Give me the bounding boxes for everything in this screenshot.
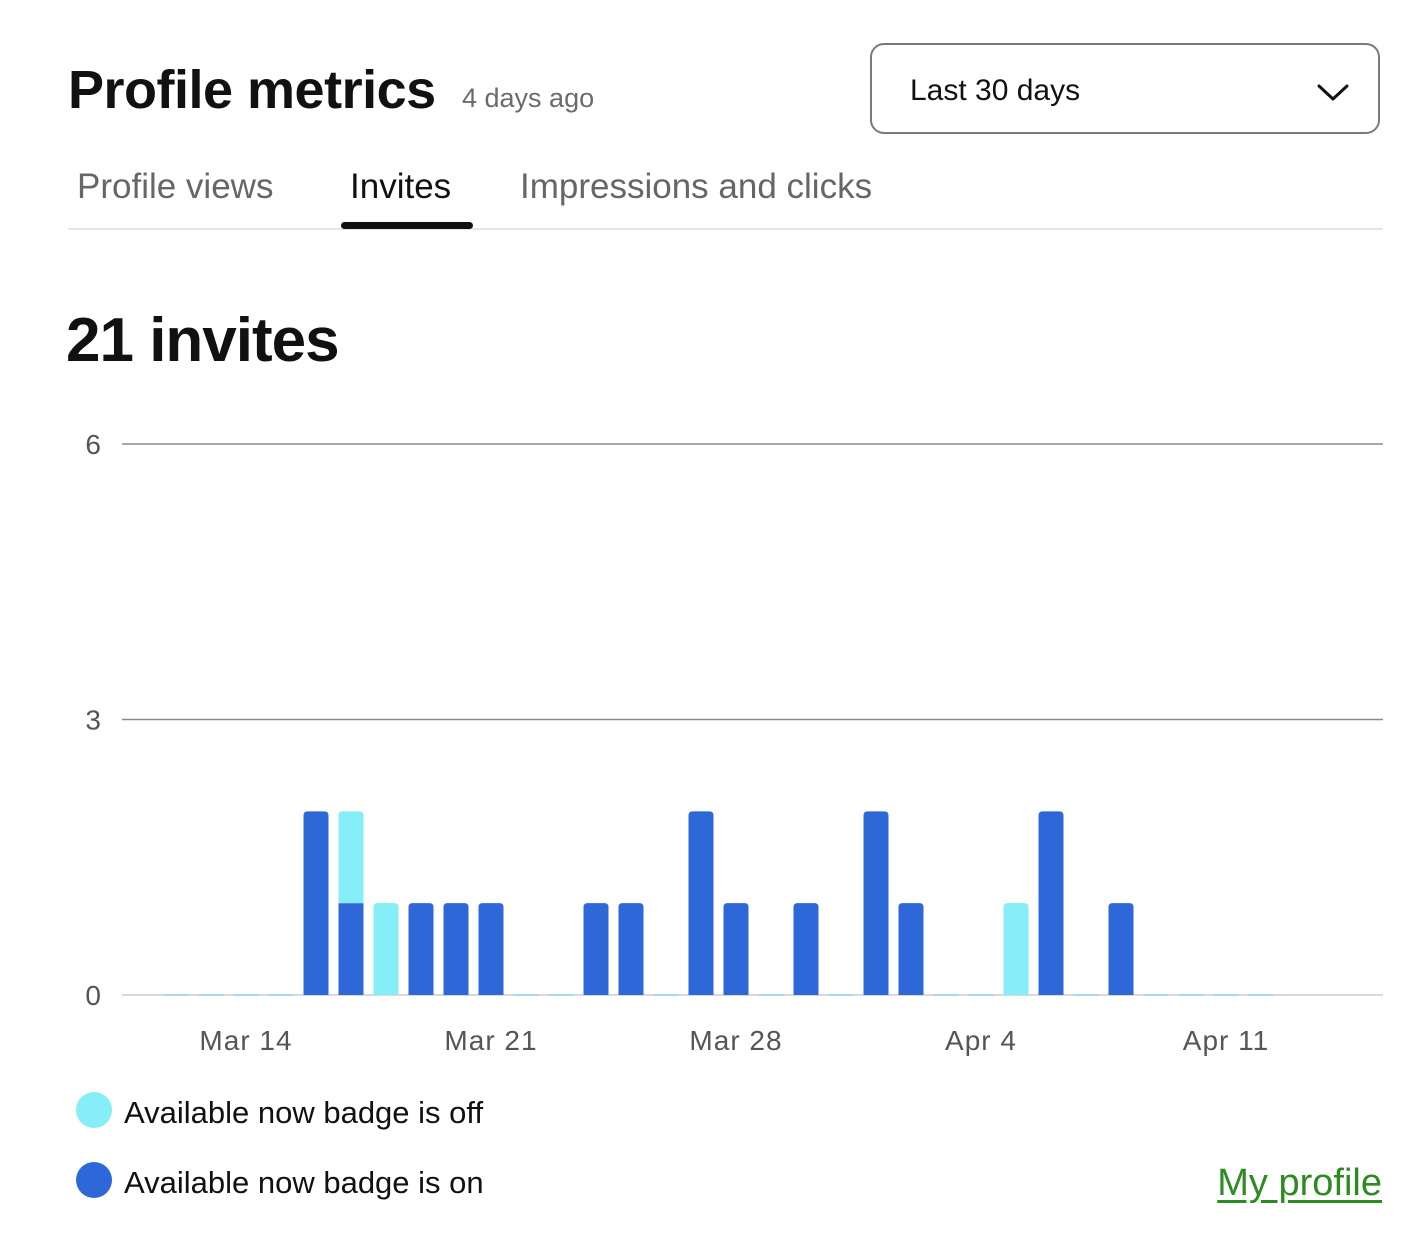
bar-badge-on-25 (1038, 811, 1064, 995)
bar-badge-off-6 (373, 903, 399, 995)
bar-badge-on-9 (478, 903, 504, 995)
bar-badge-on-21 (898, 903, 924, 995)
invites-bar-chart: 0 3 6 Mar 14 Mar 21 Mar 28 Apr 4 Apr 11 (85, 429, 1383, 1056)
bar-badge-on-13 (618, 903, 644, 995)
bar-badge-on-15 (688, 811, 714, 995)
bar-badge-on-7 (408, 903, 434, 995)
bar-badge-on-12 (583, 903, 609, 995)
page-title: Profile metrics (68, 60, 436, 120)
my-profile-link[interactable]: My profile (1217, 1162, 1382, 1204)
tab-profile-views[interactable]: Profile views (77, 167, 274, 206)
invites-total: 21 invites (66, 306, 340, 375)
last-updated-text: 4 days ago (462, 83, 595, 113)
y-tick-label-0: 0 (85, 980, 101, 1011)
y-tick-label-3: 3 (85, 705, 101, 736)
legend-label-badge-off: Available now badge is off (124, 1095, 484, 1130)
bar-badge-on-8 (443, 903, 469, 995)
x-tick-label-2: Mar 28 (689, 1025, 782, 1056)
x-tick-label-3: Apr 4 (945, 1025, 1017, 1056)
date-range-value: Last 30 days (910, 74, 1081, 107)
legend-label-badge-on: Available now badge is on (124, 1165, 484, 1200)
x-tick-label-4: Apr 11 (1183, 1025, 1269, 1056)
metrics-tabs: Profile views Invites Impressions and cl… (68, 160, 1383, 230)
bar-badge-on-18 (793, 903, 819, 995)
bar-badge-on-5 (338, 903, 364, 995)
active-tab-indicator (341, 222, 473, 229)
bar-badge-on-20 (863, 811, 889, 995)
legend-swatch-badge-on (76, 1162, 112, 1198)
x-tick-label-0: Mar 14 (199, 1025, 292, 1056)
tab-invites[interactable]: Invites (350, 167, 452, 206)
tab-impressions-and-clicks[interactable]: Impressions and clicks (520, 167, 873, 206)
bar-badge-on-4 (303, 811, 329, 995)
bar-badge-off-24 (1003, 903, 1029, 995)
date-range-select[interactable]: Last 30 days (870, 43, 1380, 134)
chevron-down-icon (1317, 84, 1349, 101)
x-tick-label-1: Mar 21 (444, 1025, 537, 1056)
legend-swatch-badge-off (76, 1092, 112, 1128)
bar-badge-on-27 (1108, 903, 1134, 995)
y-tick-label-6: 6 (85, 429, 101, 460)
bar-badge-off-5 (338, 811, 364, 904)
bar-badge-on-16 (723, 903, 749, 995)
